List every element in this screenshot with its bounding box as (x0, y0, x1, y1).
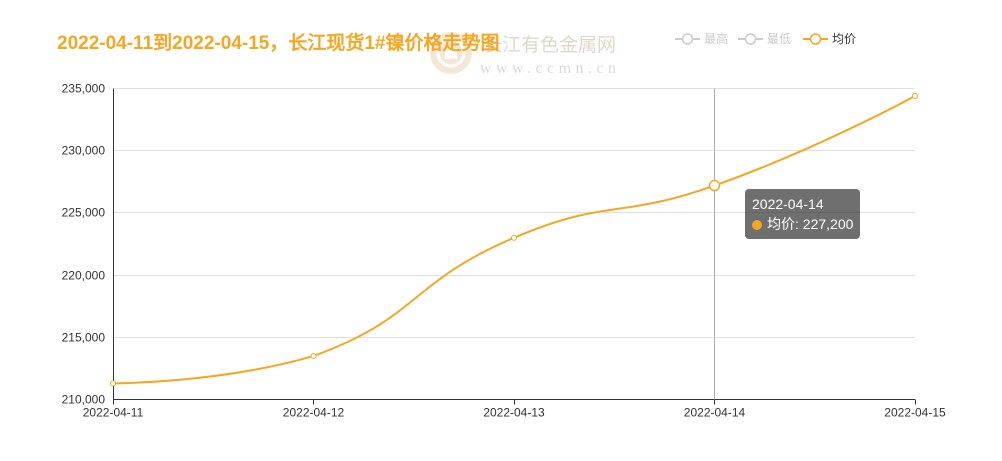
y-tick-label: 235,000 (62, 82, 106, 96)
y-tick-label: 230,000 (62, 144, 106, 158)
data-point[interactable] (310, 352, 317, 359)
data-point-highlighted[interactable] (708, 179, 721, 192)
watermark: 长江有色金属网 www.ccmn.cn (430, 32, 616, 77)
legend-circle-icon (809, 33, 822, 45)
y-tick-label: 215,000 (62, 331, 106, 345)
tooltip-series-dot (752, 220, 762, 230)
watermark-url: www.ccmn.cn (480, 60, 616, 77)
legend-label: 最高 (704, 31, 728, 46)
y-tick-label: 225,000 (62, 206, 106, 220)
legend-item-average[interactable]: 均价 (803, 32, 856, 46)
data-point[interactable] (912, 92, 918, 99)
chart-title: 2022-04-11到2022-04-15，长江现货1#镍价格走势图 (57, 31, 499, 54)
y-tick-label: 210,000 (62, 393, 106, 407)
watermark-logo (430, 32, 472, 74)
watermark-name: 长江有色金属网 (483, 34, 616, 56)
legend-label: 最低 (767, 32, 791, 46)
legend-item-highest[interactable]: 最高 (675, 31, 728, 46)
tooltip: 2022-04-14 均价: 227,200 (745, 189, 861, 239)
data-point[interactable] (511, 234, 517, 241)
tooltip-value: 均价: 227,200 (767, 216, 854, 232)
legend-label: 均价 (832, 32, 856, 46)
tooltip-category: 2022-04-14 (752, 196, 824, 212)
x-tick-label: 2022-04-11 (83, 406, 144, 420)
legend-circle-icon (681, 33, 694, 45)
tooltip-row: 均价: 227,200 (752, 214, 853, 234)
x-tick-label: 2022-04-12 (283, 406, 345, 420)
x-tick-label: 2022-04-14 (684, 406, 746, 420)
axes (113, 88, 916, 405)
data-point[interactable] (110, 380, 116, 387)
legend: 最高 最低 均价 (675, 31, 856, 46)
legend-item-lowest[interactable]: 最低 (738, 32, 791, 46)
x-tick-label: 2022-04-15 (884, 406, 946, 420)
axis-labels: 210,000 215,000 220,000 225,000 230,000 235,0… (62, 82, 946, 420)
x-tick-label: 2022-04-13 (483, 406, 545, 420)
series-layer (110, 92, 918, 387)
legend-circle-icon (744, 33, 757, 45)
y-tick-label: 220,000 (62, 269, 106, 283)
